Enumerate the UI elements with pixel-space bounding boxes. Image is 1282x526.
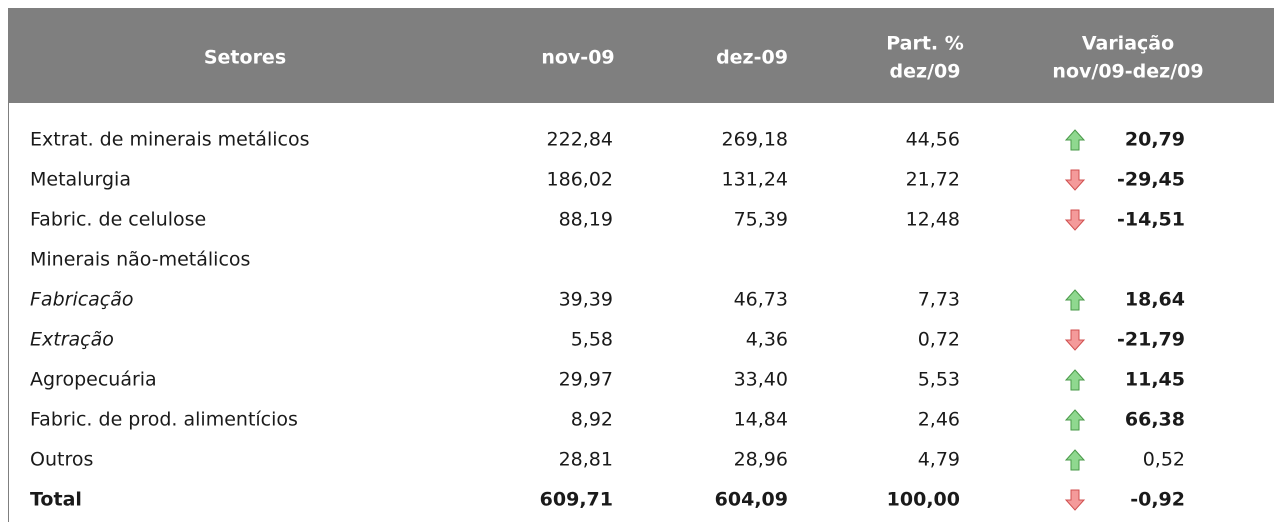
cell: 8,92 — [571, 409, 613, 431]
cell: 28,96 — [734, 449, 788, 471]
variation: 11,45 — [1125, 369, 1185, 391]
cell: 21,72 — [906, 169, 960, 191]
cell: 12,48 — [906, 209, 960, 231]
row-label: Total — [30, 489, 82, 511]
cell: 44,56 — [906, 129, 960, 151]
cell: 186,02 — [547, 169, 613, 191]
arrow-down — [1064, 329, 1086, 351]
cell: 39,39 — [559, 289, 613, 311]
variation: 0,52 — [1143, 449, 1185, 471]
header-cell: dez/09 — [890, 61, 961, 83]
header-cell: dez-09 — [716, 47, 788, 69]
row-label: Fabric. de celulose — [30, 209, 206, 231]
arrow-down — [1064, 489, 1086, 511]
header-cell: Setores — [204, 47, 286, 69]
cell: 100,00 — [887, 489, 960, 511]
cell: 604,09 — [715, 489, 788, 511]
cell: 222,84 — [547, 129, 613, 151]
cell: 5,53 — [918, 369, 960, 391]
row-label: Metalurgia — [30, 169, 131, 191]
cell: 4,79 — [918, 449, 960, 471]
row-label: Outros — [30, 449, 93, 471]
cell: 2,46 — [918, 409, 960, 431]
row-label: Fabric. de prod. alimentícios — [30, 409, 298, 431]
variation: 20,79 — [1125, 129, 1185, 151]
cell: 75,39 — [734, 209, 788, 231]
header-cell: nov-09 — [541, 47, 614, 69]
variation: -21,79 — [1117, 329, 1185, 351]
row-label: Minerais não-metálicos — [30, 249, 250, 271]
row-label: Extrat. de minerais metálicos — [30, 129, 309, 151]
header-cell: nov/09-dez/09 — [1052, 61, 1203, 83]
cell: 0,72 — [918, 329, 960, 351]
cell: 28,81 — [559, 449, 613, 471]
row-label: Fabricação — [30, 289, 134, 311]
arrow-up — [1064, 409, 1086, 431]
header-band — [8, 8, 1274, 103]
variation: -14,51 — [1117, 209, 1185, 231]
cell: 46,73 — [734, 289, 788, 311]
variation: -0,92 — [1130, 489, 1185, 511]
cell: 609,71 — [540, 489, 613, 511]
row-label: Extração — [30, 329, 114, 351]
arrow-down — [1064, 209, 1086, 231]
variation: -29,45 — [1117, 169, 1185, 191]
arrow-up — [1064, 129, 1086, 151]
arrow-up — [1064, 369, 1086, 391]
arrow-up — [1064, 449, 1086, 471]
cell: 29,97 — [559, 369, 613, 391]
cell: 33,40 — [734, 369, 788, 391]
cell: 4,36 — [746, 329, 788, 351]
cell: 14,84 — [734, 409, 788, 431]
cell: 5,58 — [571, 329, 613, 351]
header-cell: Part. % — [886, 33, 964, 55]
variation: 18,64 — [1125, 289, 1185, 311]
cell: 269,18 — [722, 129, 788, 151]
header-cell: Variação — [1082, 33, 1174, 55]
row-label: Agropecuária — [30, 369, 157, 391]
cell: 131,24 — [722, 169, 788, 191]
arrow-down — [1064, 169, 1086, 191]
arrow-up — [1064, 289, 1086, 311]
cell: 7,73 — [918, 289, 960, 311]
variation: 66,38 — [1125, 409, 1185, 431]
cell: 88,19 — [559, 209, 613, 231]
